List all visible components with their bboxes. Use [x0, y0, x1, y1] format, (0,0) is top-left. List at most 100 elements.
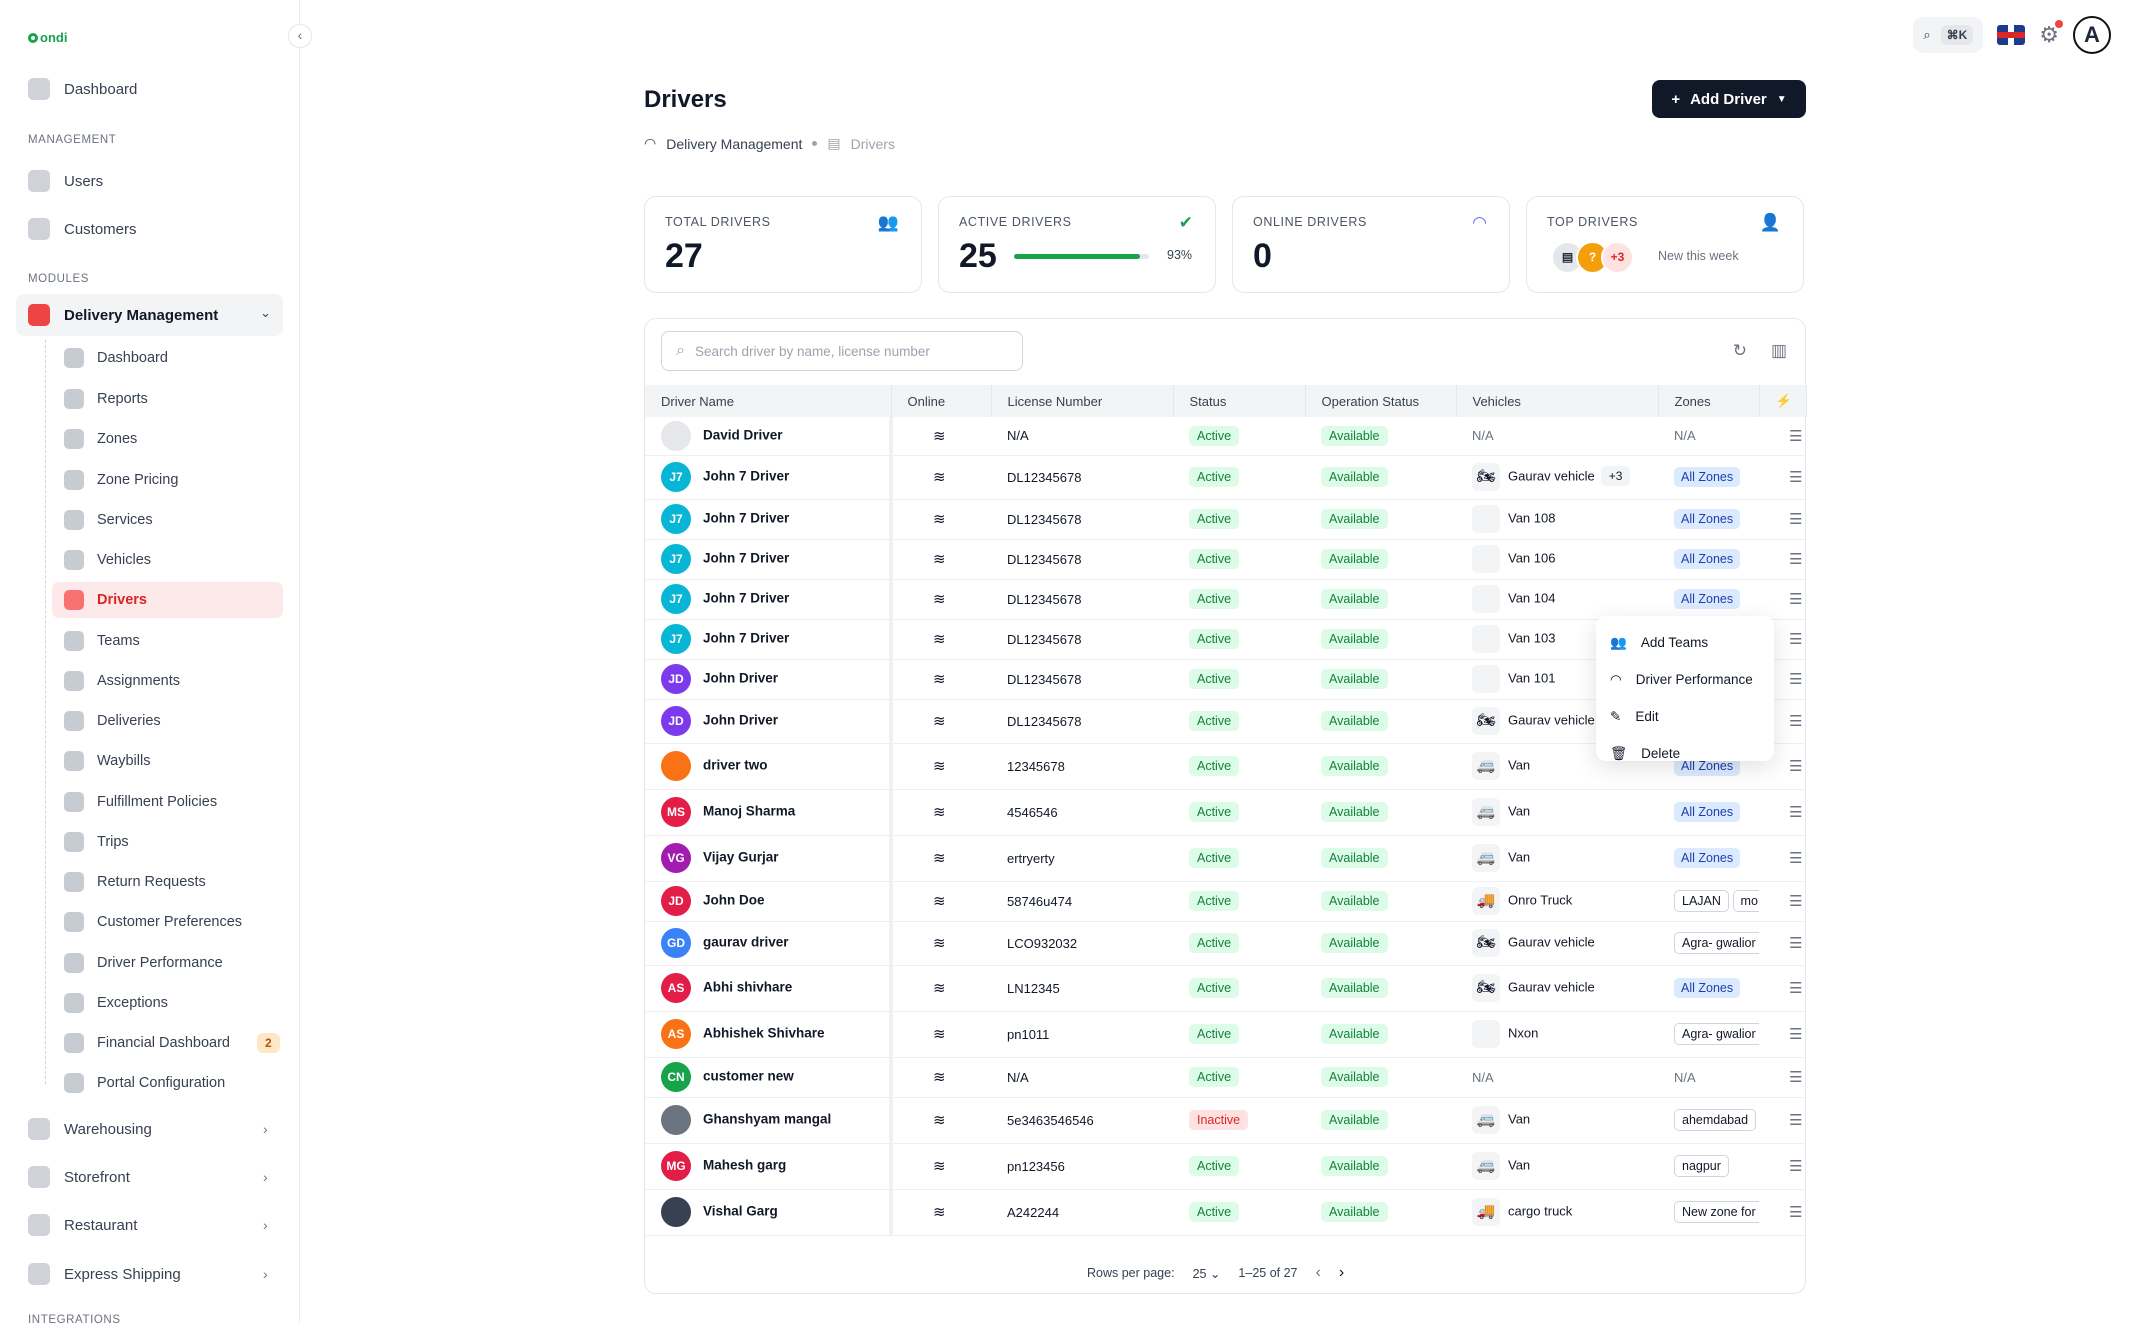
driver-cell[interactable]: MS Manoj Sharma [645, 789, 892, 836]
column-header[interactable]: Status [1173, 385, 1306, 417]
row-menu-icon[interactable]: ☰ [1789, 1204, 1803, 1221]
row-actions-cell[interactable]: ☰ [1759, 417, 1806, 456]
row-actions-cell[interactable]: ☰ [1759, 539, 1806, 580]
row-actions-cell[interactable]: ☰ [1759, 455, 1806, 500]
row-menu-icon[interactable]: ☰ [1789, 1069, 1803, 1086]
sidebar-subitem-dashboard[interactable]: Dashboard [64, 348, 168, 368]
sidebar-subitem-customer-preferences[interactable]: Customer Preferences [64, 912, 242, 932]
top-driver-more[interactable]: +3 [1601, 241, 1634, 274]
sidebar-group-delivery-management[interactable]: Delivery Management ⌄ [16, 294, 283, 336]
sidebar-subitem-assignments[interactable]: Assignments [64, 671, 180, 691]
column-settings[interactable]: ⚡ [1759, 385, 1807, 417]
row-menu-icon[interactable]: ☰ [1789, 551, 1803, 568]
table-row[interactable]: driver two ≋ 12345678 Active Available 🚐 Van Al… [645, 743, 1806, 790]
row-actions-cell[interactable]: ☰ [1759, 499, 1806, 540]
row-menu-icon[interactable]: ☰ [1789, 1158, 1803, 1175]
rows-per-page-select[interactable]: 25 ⌄ [1192, 1266, 1221, 1281]
row-menu-icon[interactable]: ☰ [1789, 671, 1803, 688]
row-actions-cell[interactable]: ☰ [1759, 881, 1806, 922]
collapse-sidebar-button[interactable]: ‹ [288, 24, 312, 48]
driver-cell[interactable]: CN customer new [645, 1057, 892, 1098]
row-actions-cell[interactable]: ☰ [1759, 1011, 1806, 1058]
more-vehicles[interactable]: +3 [1600, 466, 1631, 487]
driver-cell[interactable]: GD gaurav driver [645, 921, 892, 966]
row-actions-cell[interactable]: ☰ [1759, 1143, 1806, 1190]
sidebar-subitem-driver-performance[interactable]: Driver Performance [64, 953, 223, 973]
row-menu-icon[interactable]: ☰ [1789, 758, 1803, 775]
driver-cell[interactable]: J7 John 7 Driver [645, 579, 892, 620]
menu-item-driver-performance[interactable]: ◠ Driver Performance [1610, 671, 1753, 688]
driver-cell[interactable]: AS Abhi shivhare [645, 965, 892, 1012]
menu-item-add-teams[interactable]: 👥 Add Teams [1610, 634, 1709, 651]
driver-cell[interactable]: J7 John 7 Driver [645, 499, 892, 540]
sidebar-subitem-waybills[interactable]: Waybills [64, 751, 150, 771]
menu-item-edit[interactable]: ✎ Edit [1610, 708, 1659, 725]
table-row[interactable]: JD John Doe ≋ 58746u474 Active Available 🚚 Onro… [645, 881, 1806, 922]
row-menu-icon[interactable]: ☰ [1789, 1112, 1803, 1129]
menu-item-delete[interactable]: 🗑 Delete [1610, 745, 1681, 762]
global-search-button[interactable]: ⌕ ⌘K [1913, 17, 1984, 53]
table-row[interactable]: J7 John 7 Driver ≋ DL12345678 Active Availabl… [645, 579, 1806, 620]
table-row[interactable]: AS Abhi shivhare ≋ LN12345 Active Available 🏍 G… [645, 965, 1806, 1012]
driver-cell[interactable]: David Driver [645, 417, 892, 456]
sidebar-item-customers[interactable]: Customers [28, 218, 137, 240]
column-header[interactable]: Driver Name [645, 385, 892, 417]
row-actions-cell[interactable]: ☰ [1759, 835, 1806, 882]
row-actions-cell[interactable]: ☰ [1759, 921, 1806, 966]
table-row[interactable]: Ghanshyam mangal ≋ 5e3463546546 Inactive Ava… [645, 1097, 1806, 1144]
row-menu-icon[interactable]: ☰ [1789, 1026, 1803, 1043]
driver-cell[interactable]: AS Abhishek Shivhare [645, 1011, 892, 1058]
sidebar-subitem-drivers[interactable]: Drivers [64, 590, 147, 610]
sidebar-subitem-services[interactable]: Services [64, 510, 153, 530]
user-avatar[interactable]: A [2073, 16, 2111, 54]
column-header[interactable]: Operation Status [1305, 385, 1457, 417]
row-menu-icon[interactable]: ☰ [1789, 980, 1803, 997]
add-driver-button[interactable]: + Add Driver ▼ [1652, 80, 1806, 118]
row-menu-icon[interactable]: ☰ [1789, 850, 1803, 867]
driver-cell[interactable]: JD John Driver [645, 699, 892, 744]
column-header[interactable]: License Number [991, 385, 1174, 417]
breadcrumb-parent[interactable]: Delivery Management [666, 135, 803, 152]
table-row[interactable]: J7 John 7 Driver ≋ DL12345678 Active Availabl… [645, 455, 1806, 500]
row-menu-icon[interactable]: ☰ [1789, 511, 1803, 528]
table-row[interactable]: VG Vijay Gurjar ≋ ertryerty Active Available 🚐… [645, 835, 1806, 882]
driver-cell[interactable]: JD John Driver [645, 659, 892, 700]
table-row[interactable]: J7 John 7 Driver ≋ DL12345678 Active Availabl… [645, 539, 1806, 580]
driver-cell[interactable]: J7 John 7 Driver [645, 455, 892, 500]
row-actions-cell[interactable]: ☰ [1759, 965, 1806, 1012]
row-menu-icon[interactable]: ☰ [1789, 591, 1803, 608]
row-actions-cell[interactable]: ☰ [1759, 1057, 1806, 1098]
column-header[interactable]: Vehicles [1456, 385, 1659, 417]
sidebar-item-express-shipping[interactable]: Express Shipping › [28, 1263, 268, 1285]
row-menu-icon[interactable]: ☰ [1789, 893, 1803, 910]
sidebar-subitem-vehicles[interactable]: Vehicles [64, 550, 151, 570]
driver-search-input[interactable] [694, 343, 995, 359]
row-actions-cell[interactable]: ☰ [1759, 1189, 1806, 1236]
language-flag-icon[interactable] [1997, 25, 2026, 45]
sidebar-subitem-fulfillment-policies[interactable]: Fulfillment Policies [64, 792, 217, 812]
sidebar-subitem-reports[interactable]: Reports [64, 389, 148, 409]
driver-cell[interactable]: J7 John 7 Driver [645, 619, 892, 660]
row-menu-icon[interactable]: ☰ [1789, 469, 1803, 486]
driver-cell[interactable]: VG Vijay Gurjar [645, 835, 892, 882]
row-actions-cell[interactable]: ☰ [1759, 1097, 1806, 1144]
sidebar-subitem-teams[interactable]: Teams [64, 631, 140, 651]
sidebar-subitem-exceptions[interactable]: Exceptions [64, 993, 168, 1013]
driver-search[interactable]: ⌕ [661, 331, 1023, 371]
driver-cell[interactable]: driver two [645, 743, 892, 790]
sidebar-item-dashboard[interactable]: Dashboard [28, 78, 137, 100]
sidebar-item-users[interactable]: Users [28, 170, 103, 192]
settings-gear-icon[interactable]: ⚙ [2039, 20, 2063, 48]
row-actions-cell[interactable]: ☰ [1759, 789, 1806, 836]
next-page-icon[interactable]: › [1338, 1264, 1345, 1281]
sidebar-subitem-zones[interactable]: Zones [64, 429, 137, 449]
driver-cell[interactable]: Ghanshyam mangal [645, 1097, 892, 1144]
prev-page-icon[interactable]: ‹ [1315, 1264, 1321, 1281]
table-row[interactable]: GD gaurav driver ≋ LCO932032 Active Available… [645, 921, 1806, 966]
sidebar-item-delivery-management[interactable]: Delivery Management [28, 304, 218, 326]
sidebar-item-restaurant[interactable]: Restaurant › [28, 1214, 268, 1236]
driver-cell[interactable]: Vishal Garg [645, 1189, 892, 1236]
row-menu-icon[interactable]: ☰ [1789, 713, 1803, 730]
sidebar-subitem-portal-configuration[interactable]: Portal Configuration [64, 1073, 225, 1093]
sidebar-subitem-financial-dashboard[interactable]: Financial Dashboard 2 [64, 1033, 280, 1053]
